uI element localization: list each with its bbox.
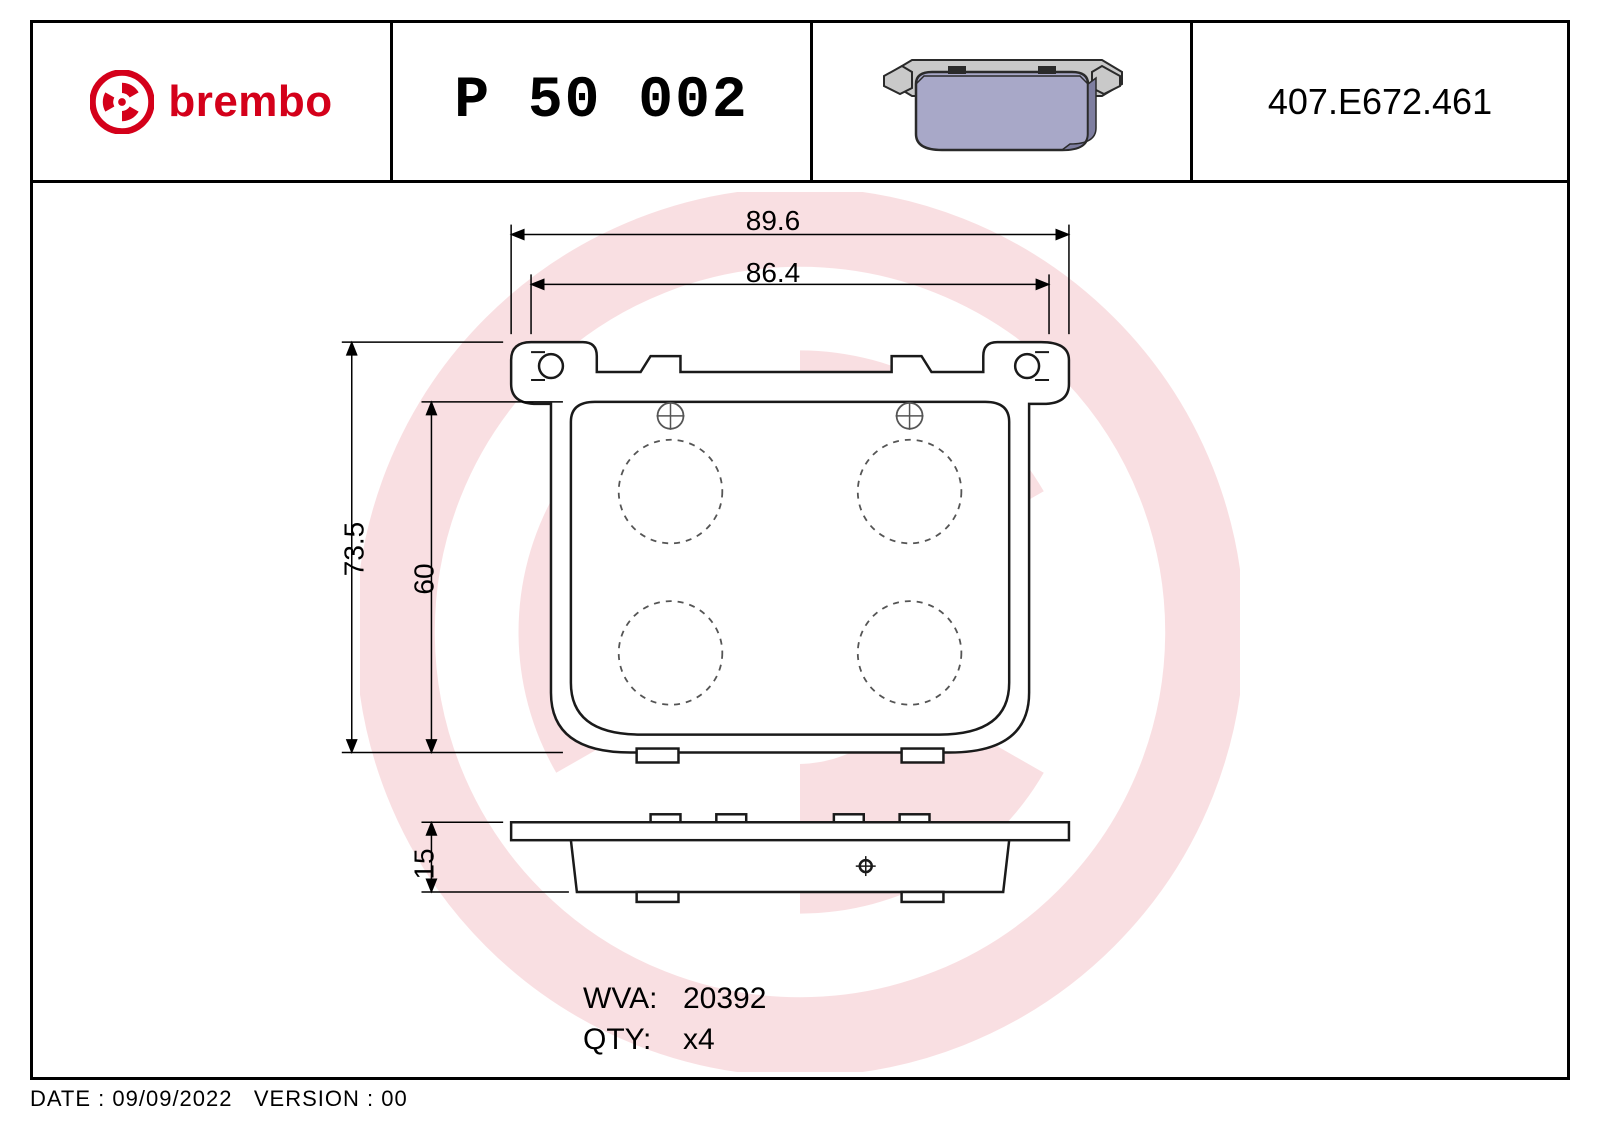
part-metadata: WVA: 20392 QTY: x4 [583,979,766,1060]
version-label: VERSION : [254,1086,374,1111]
part-number-cell: P 50 002 [393,23,813,180]
drawing-area: 89.6 86.4 73.5 60 15 WVA: 20392 QTY: x4 [33,183,1567,1080]
date-label: DATE : [30,1086,105,1111]
pad-3d-preview [872,42,1132,162]
dim-height-inner: 60 [409,563,441,594]
qty-label: QTY: [583,1020,683,1061]
technical-drawing [33,183,1567,1080]
dim-height-overall: 73.5 [338,522,370,577]
title-block: brembo P 50 002 [33,23,1567,183]
wva-value: 20392 [683,979,766,1020]
brand-name: brembo [168,77,332,127]
ref-code-cell: 407.E672.461 [1193,23,1567,180]
logo-cell: brembo [33,23,393,180]
date-value: 09/09/2022 [112,1086,232,1111]
dim-thickness: 15 [409,848,441,879]
dim-width-overall: 89.6 [746,205,801,237]
dim-width-inner: 86.4 [746,257,801,289]
revision-footer: DATE : 09/09/2022 VERSION : 00 [30,1086,408,1112]
brembo-logo: brembo [90,70,332,134]
drawing-sheet: brembo P 50 002 [30,20,1570,1080]
part-number: P 50 002 [454,69,748,134]
qty-value: x4 [683,1020,715,1061]
wva-label: WVA: [583,979,683,1020]
version-value: 00 [381,1086,407,1111]
reference-code: 407.E672.461 [1268,81,1492,123]
brembo-logo-icon [90,70,154,134]
preview-cell [813,23,1193,180]
